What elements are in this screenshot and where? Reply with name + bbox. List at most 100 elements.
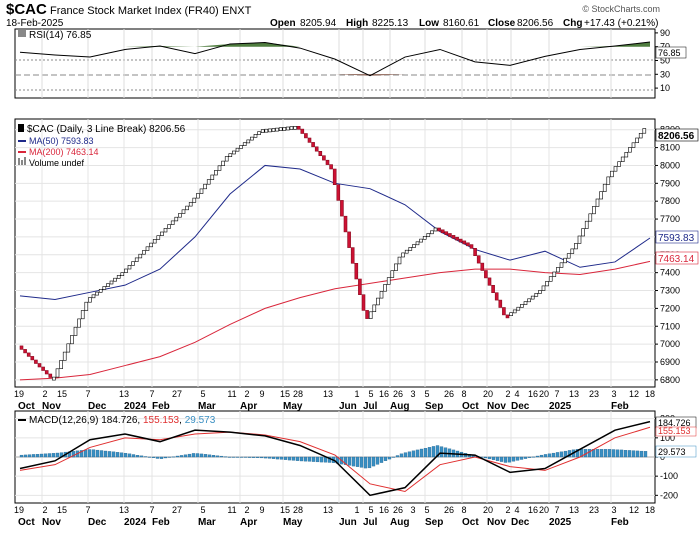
macd-tick-label: -200 (660, 490, 678, 500)
day-tick-label: 12 (629, 389, 639, 399)
month-tick-label: Feb (152, 517, 170, 528)
day-tick-label: 15 (280, 389, 290, 399)
up-box (541, 285, 546, 291)
up-box (196, 193, 200, 199)
macd-hist-bar (271, 456, 276, 459)
macd-hist-bar (635, 450, 640, 458)
down-box (322, 155, 326, 161)
macd-hist-bar (587, 449, 592, 458)
up-box (203, 183, 207, 190)
macd-hist-bar (259, 456, 264, 459)
last-price-label: 8206.56 (658, 131, 695, 142)
down-box (458, 238, 463, 243)
macd-hist-bar (287, 456, 292, 461)
month-tick-label: Jul (363, 517, 378, 528)
volume-legend: Volume undef (29, 158, 85, 168)
up-box (167, 224, 171, 229)
up-box (120, 272, 125, 277)
day-tick-label: 2 (505, 389, 510, 399)
down-box (347, 231, 351, 248)
macd-hist-bar (423, 448, 428, 458)
up-box (142, 250, 146, 255)
macd-hist-bar (123, 453, 128, 458)
up-box (70, 335, 74, 345)
ma200-value-label: 7463.14 (658, 254, 695, 265)
macd-hist-bar (231, 456, 236, 458)
down-box (491, 284, 495, 293)
up-box (570, 248, 575, 254)
macd-hist-bar (35, 454, 40, 458)
macd-hist-bar (139, 455, 144, 458)
up-box (527, 298, 531, 303)
up-box (286, 126, 290, 131)
macd-hist-bar (163, 456, 168, 459)
day-tick-label: 15 (57, 505, 67, 515)
month-tick-label: Oct (18, 401, 35, 412)
up-box (620, 156, 625, 162)
up-box (606, 176, 611, 185)
macd-hist-bar (171, 456, 176, 458)
day-tick-label: 18 (645, 389, 655, 399)
down-box (469, 244, 474, 249)
month-tick-label: Dec (88, 401, 107, 412)
macd-hist-bar (95, 449, 100, 458)
macd-hist-bar (619, 449, 624, 458)
up-box (77, 318, 81, 328)
macd-hist-bar (407, 451, 412, 458)
down-box (30, 356, 35, 361)
macd-hist-bar (515, 456, 520, 461)
macd-hist-bar (275, 456, 280, 460)
up-box (548, 276, 553, 282)
down-box (304, 133, 308, 139)
down-box (44, 370, 49, 375)
day-tick-label: 7 (149, 505, 154, 515)
down-box (314, 146, 319, 152)
day-tick-label: 16 (379, 389, 389, 399)
up-box (368, 311, 373, 319)
month-tick-label: Oct (18, 517, 35, 528)
hist-value-label: 29.573 (658, 447, 686, 457)
up-box (84, 301, 89, 311)
day-tick-label: 13 (569, 389, 579, 399)
macd-tick-label: 100 (660, 433, 675, 443)
macd-hist-bar (131, 454, 136, 458)
macd-hist-bar (319, 456, 324, 463)
macd-hist-bar (347, 456, 352, 466)
macd-hist-bar (115, 452, 120, 458)
day-tick-label: 3 (410, 389, 415, 399)
up-box (134, 257, 139, 262)
month-tick-label: Nov (42, 517, 61, 528)
macd-hist-bar (23, 454, 28, 458)
day-tick-label: 4 (514, 505, 519, 515)
month-tick-label: Mar (198, 517, 216, 528)
macd-hist-bar (191, 453, 196, 458)
day-tick-label: 26 (444, 505, 454, 515)
close-value: 8206.56 (517, 18, 554, 29)
macd-hist-bar (315, 456, 320, 463)
macd-hist-bar (107, 451, 112, 458)
up-box (113, 277, 117, 282)
macd-legend: MACD(12,26,9) 184.726, 155.153, 29.573 (29, 415, 216, 426)
up-box (55, 368, 60, 378)
up-box (160, 231, 164, 237)
macd-hist-bar (439, 446, 444, 458)
day-tick-label: 15 (57, 389, 67, 399)
macd-hist-bar (643, 451, 648, 458)
down-box (340, 200, 344, 217)
ma200-legend: MA(200) 7463.14 (29, 147, 99, 157)
macd-hist-bar (235, 456, 240, 458)
rsi-tick-label: 10 (660, 83, 670, 93)
up-box (199, 188, 204, 194)
down-box (487, 277, 492, 286)
up-box (181, 209, 186, 214)
up-box (602, 183, 607, 192)
macd-hist-bar (443, 447, 448, 458)
month-tick-label: 2025 (549, 517, 572, 528)
price-panel: $CAC (Daily, 3 Line Break) 8206.56 MA(50… (14, 118, 699, 388)
day-tick-label: 7 (554, 389, 559, 399)
down-box (329, 164, 333, 170)
month-tick-label: Nov (487, 517, 506, 528)
day-tick-label: 23 (589, 505, 599, 515)
up-box (545, 280, 549, 287)
day-tick-label: 16 (528, 389, 538, 399)
